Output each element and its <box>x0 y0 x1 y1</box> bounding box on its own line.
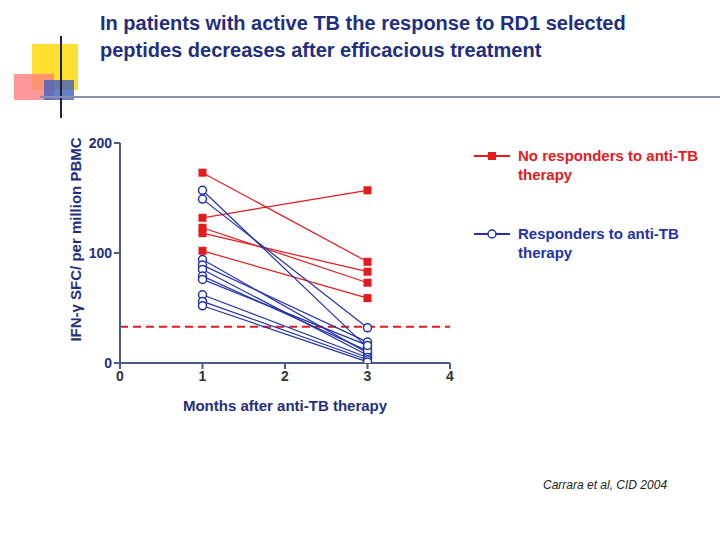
svg-text:1: 1 <box>199 368 207 384</box>
svg-text:2: 2 <box>281 368 289 384</box>
svg-text:4: 4 <box>446 368 454 384</box>
html-text:Responders to anti-TB therapy: Responders to anti-TB therapy <box>518 225 679 261</box>
svg-text:0: 0 <box>116 368 124 384</box>
svg-text:3: 3 <box>364 368 372 384</box>
svg-text:Months after anti-TB therapy: Months after anti-TB therapy <box>183 397 388 414</box>
html-text:Carrara et al, CID 2004: Carrara et al, CID 2004 <box>543 478 668 492</box>
svg-text:100: 100 <box>89 245 113 261</box>
svg-text:0: 0 <box>104 355 112 371</box>
html-text:No responders to anti-TB thera: No responders to anti-TB therapy <box>518 147 698 183</box>
html-text:IFN-γ SFC/ per million PBMC: IFN-γ SFC/ per million PBMC <box>66 137 84 342</box>
svg-text:200: 200 <box>89 135 113 151</box>
html-text:In patients with active TB the: In patients with active TB the response … <box>100 12 626 61</box>
